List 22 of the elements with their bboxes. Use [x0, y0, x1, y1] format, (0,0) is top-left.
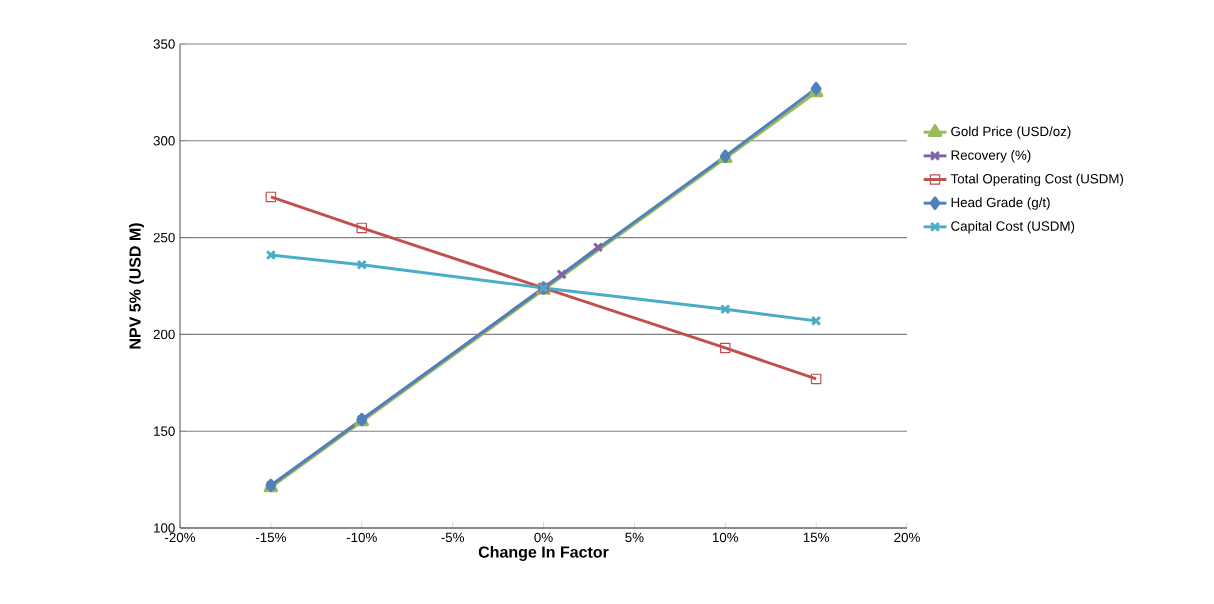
x-tick-label: 10% — [712, 532, 739, 543]
x-tick-label: 0% — [534, 532, 553, 543]
y-tick-label: 150 — [154, 426, 175, 436]
x-tick-label: 15% — [803, 532, 830, 543]
y-tick-label: 100 — [154, 523, 175, 533]
x-tick-label: -5% — [441, 532, 465, 543]
x-tick-label: -10% — [346, 532, 377, 543]
legend-label: Gold Price (USD/oz) — [951, 126, 1071, 139]
y-tick-label: 200 — [153, 329, 175, 340]
y-tick-label: 350 — [153, 39, 175, 49]
y-tick-label: 300 — [153, 136, 175, 146]
legend-label: Recovery (%) — [951, 150, 1031, 163]
x-tick-label: 20% — [894, 532, 920, 543]
x-axis-title: Change In Factor — [478, 545, 609, 561]
x-tick-label: -20% — [165, 532, 196, 543]
x-tick-label: -15% — [255, 532, 286, 543]
y-axis-title: NPV 5% (USD M) — [128, 223, 144, 349]
legend-label: Capital Cost (USDM) — [951, 221, 1075, 234]
x-tick-label: 5% — [625, 532, 644, 543]
legend-label: Total Operating Cost (USDM) — [950, 173, 1124, 187]
legend-label: Head Grade (g/t) — [951, 197, 1050, 210]
y-tick-label: 250 — [153, 232, 175, 243]
